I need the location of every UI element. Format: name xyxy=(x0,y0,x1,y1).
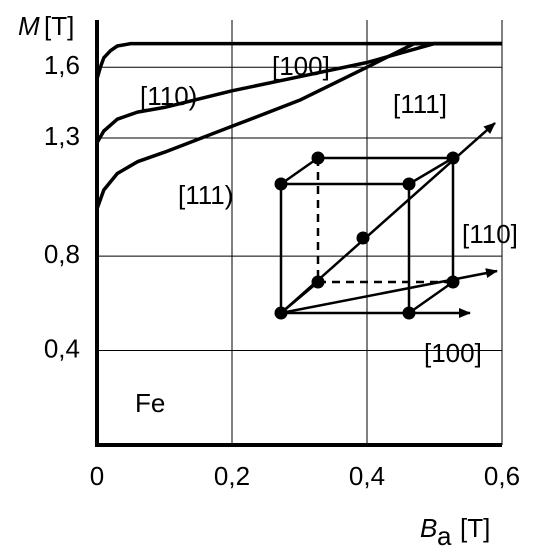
x-label-unit: [T] xyxy=(460,513,490,543)
cube-diagram xyxy=(274,122,498,320)
y-tick-label: 1,6 xyxy=(44,50,80,80)
line-series xyxy=(95,41,502,80)
x-tick-label: 0,2 xyxy=(214,461,250,491)
annotation: [100] xyxy=(424,338,482,368)
x-tick-label: 0,6 xyxy=(484,461,520,491)
x-label-symbol: B xyxy=(420,513,437,543)
y-tick-label: 0,8 xyxy=(44,239,80,269)
annotation: [111] xyxy=(393,89,447,119)
y-label-unit: [T] xyxy=(44,11,74,41)
annotation: Fe xyxy=(135,388,165,418)
x-tick-label: 0,4 xyxy=(349,461,385,491)
y-tick-label: 1,3 xyxy=(44,121,80,151)
line-series xyxy=(95,41,502,210)
y-label-symbol: M xyxy=(18,11,40,41)
annotation: [110] xyxy=(462,219,518,249)
series-label: [110) xyxy=(140,81,197,111)
x-label-subscript: a xyxy=(437,521,452,551)
x-tick-label: 0 xyxy=(90,461,104,491)
series-label: [111) xyxy=(178,180,233,210)
y-tick-label: 0,4 xyxy=(44,333,80,363)
line-series xyxy=(95,41,502,144)
